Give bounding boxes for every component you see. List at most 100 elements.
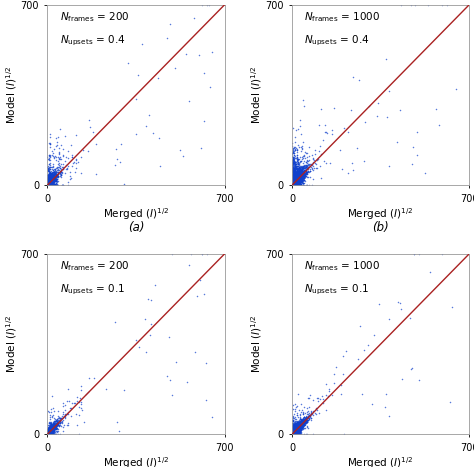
Point bbox=[289, 182, 297, 189]
Point bbox=[289, 430, 297, 438]
Point bbox=[294, 178, 302, 185]
Point bbox=[295, 422, 303, 429]
Point bbox=[293, 426, 301, 434]
Point bbox=[289, 177, 297, 184]
Point bbox=[289, 182, 296, 189]
Point bbox=[294, 176, 301, 183]
Point bbox=[291, 426, 299, 433]
Point bbox=[44, 177, 52, 184]
Point bbox=[46, 429, 53, 436]
Point bbox=[44, 177, 51, 185]
Point bbox=[295, 180, 302, 187]
Point bbox=[291, 182, 298, 189]
Point bbox=[292, 182, 299, 189]
Point bbox=[292, 178, 300, 185]
Point bbox=[290, 182, 297, 189]
Point bbox=[289, 181, 297, 188]
Point bbox=[292, 178, 299, 186]
Point bbox=[291, 429, 299, 436]
Point bbox=[290, 182, 298, 189]
Point bbox=[298, 423, 306, 430]
Point bbox=[290, 171, 298, 179]
Point bbox=[47, 178, 55, 185]
Point bbox=[289, 428, 296, 435]
Point bbox=[298, 423, 306, 430]
Point bbox=[47, 174, 55, 182]
Point bbox=[290, 431, 298, 438]
Point bbox=[292, 427, 300, 434]
Point bbox=[289, 182, 296, 189]
Point bbox=[44, 174, 52, 181]
Point bbox=[289, 182, 297, 189]
Point bbox=[293, 423, 301, 431]
Point bbox=[289, 425, 297, 432]
Point bbox=[289, 425, 296, 432]
Point bbox=[292, 181, 300, 188]
Point bbox=[292, 430, 299, 438]
Point bbox=[291, 176, 299, 184]
Point bbox=[45, 431, 52, 438]
Point bbox=[290, 428, 298, 436]
Point bbox=[292, 427, 300, 435]
Point bbox=[290, 178, 297, 185]
Point bbox=[289, 182, 296, 189]
Point bbox=[291, 429, 299, 437]
Point bbox=[295, 181, 302, 188]
Point bbox=[291, 431, 298, 438]
Point bbox=[293, 424, 301, 431]
Point bbox=[293, 172, 301, 179]
Point bbox=[292, 178, 300, 185]
Point bbox=[289, 177, 296, 185]
Point bbox=[303, 169, 310, 177]
Point bbox=[289, 182, 296, 189]
Point bbox=[292, 179, 300, 186]
Point bbox=[292, 429, 299, 436]
Point bbox=[300, 170, 308, 177]
Point bbox=[289, 179, 297, 186]
Point bbox=[292, 425, 300, 432]
Point bbox=[77, 401, 84, 408]
Point bbox=[289, 431, 296, 438]
Point bbox=[46, 430, 53, 437]
Point bbox=[53, 164, 60, 172]
Point bbox=[290, 427, 298, 434]
Point bbox=[294, 176, 301, 183]
Point bbox=[291, 180, 299, 187]
Point bbox=[290, 182, 298, 189]
Point bbox=[289, 179, 297, 187]
Point bbox=[294, 178, 302, 185]
Point bbox=[291, 428, 298, 435]
Point bbox=[289, 429, 296, 437]
Point bbox=[291, 174, 299, 181]
Point bbox=[288, 430, 296, 437]
Point bbox=[290, 431, 298, 438]
Point bbox=[290, 431, 297, 438]
Point bbox=[47, 182, 55, 189]
Point bbox=[289, 173, 297, 180]
Point bbox=[288, 431, 296, 438]
Point bbox=[295, 423, 302, 430]
Point bbox=[292, 176, 299, 184]
Point bbox=[291, 423, 298, 431]
Point bbox=[292, 160, 300, 168]
Point bbox=[289, 430, 296, 438]
Point bbox=[291, 431, 299, 438]
Point bbox=[290, 182, 297, 189]
Point bbox=[44, 429, 52, 436]
Point bbox=[52, 170, 60, 178]
Point bbox=[289, 180, 296, 187]
Point bbox=[298, 170, 305, 178]
Point bbox=[294, 175, 302, 182]
Point bbox=[294, 182, 301, 189]
Point bbox=[44, 431, 51, 438]
Point bbox=[288, 431, 296, 438]
Point bbox=[300, 413, 308, 421]
Point bbox=[300, 165, 307, 172]
Point bbox=[292, 428, 300, 435]
Point bbox=[49, 424, 57, 431]
Point bbox=[289, 182, 297, 189]
Point bbox=[293, 426, 301, 434]
Point bbox=[290, 427, 298, 435]
Point bbox=[289, 182, 297, 189]
Point bbox=[291, 181, 299, 188]
